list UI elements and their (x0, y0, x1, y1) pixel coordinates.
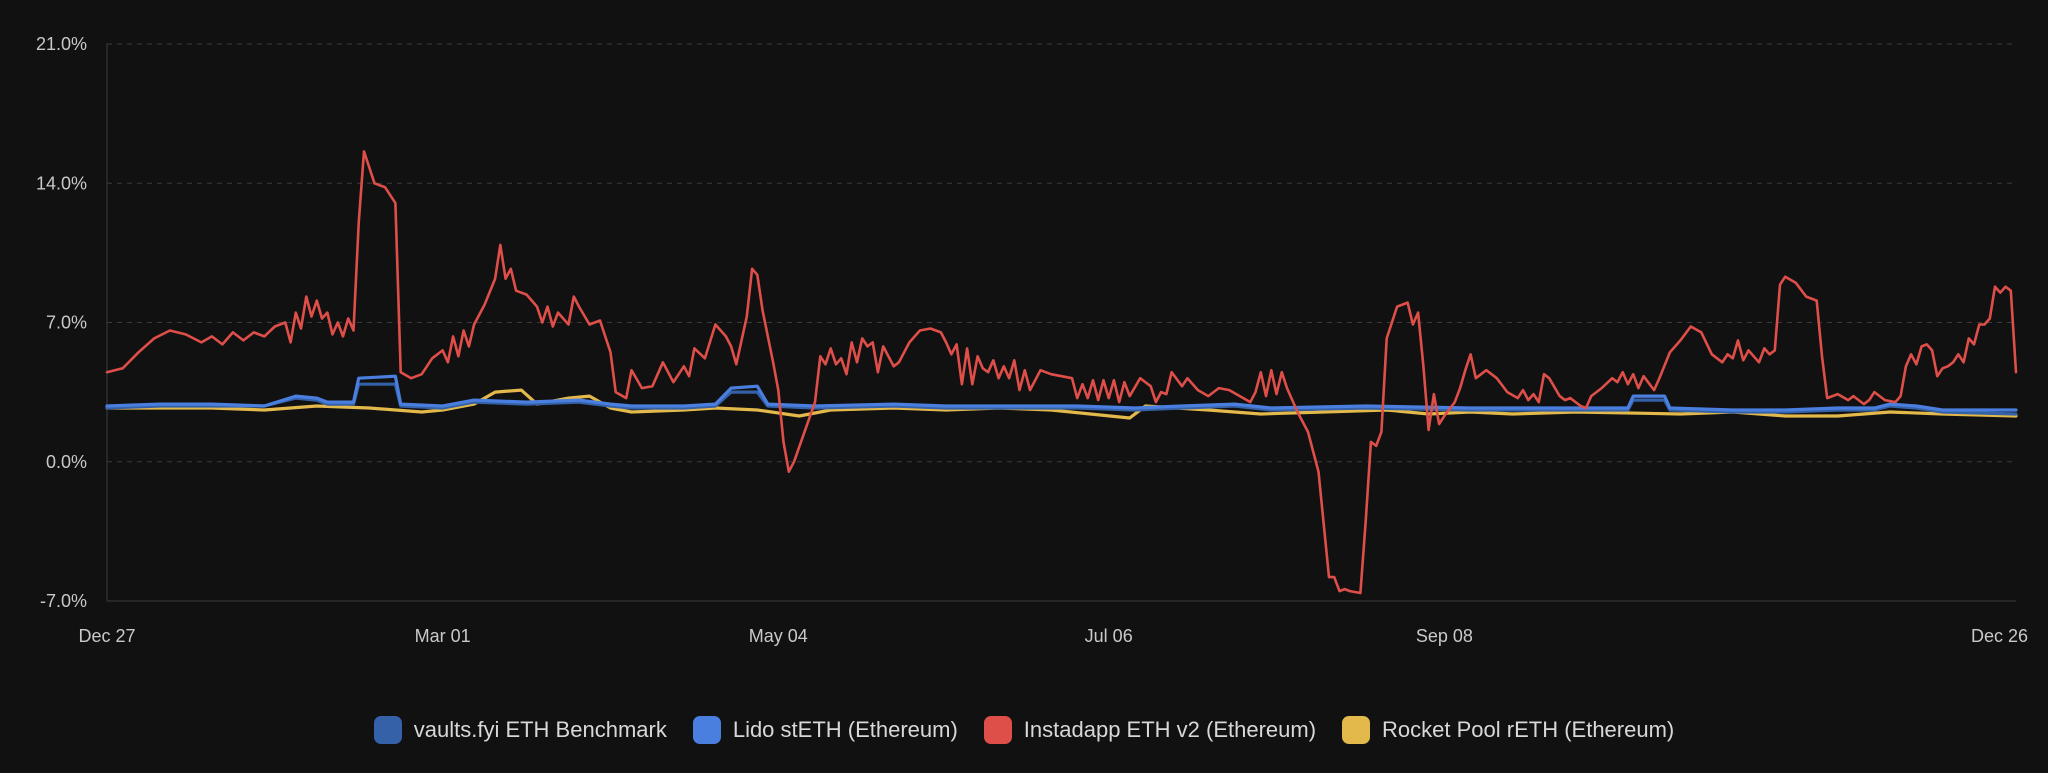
y-tick-label: 0.0% (46, 452, 87, 472)
x-tick-label: Mar 01 (415, 626, 471, 646)
x-tick-label: May 04 (749, 626, 808, 646)
legend-item-lido-steth[interactable]: Lido stETH (Ethereum) (692, 716, 958, 744)
legend-swatch-rocket-pool-reth (1342, 716, 1371, 744)
legend-swatch-vaults-benchmark (373, 716, 402, 744)
x-tick-label: Jul 06 (1085, 626, 1133, 646)
legend-item-rocket-pool-reth[interactable]: Rocket Pool rETH (Ethereum) (1342, 716, 1674, 744)
legend-swatch-instadapp-eth-v2 (983, 716, 1012, 744)
series-line-instadapp-eth-v2-ethereum[interactable] (105, 150, 2018, 595)
legend-swatch-lido-steth (692, 716, 721, 744)
x-tick-label: Dec 27 (78, 626, 135, 646)
y-tick-label: 7.0% (46, 313, 87, 333)
legend-item-vaults-benchmark[interactable]: vaults.fyi ETH Benchmark (373, 716, 667, 744)
legend-label-instadapp-eth-v2: Instadapp ETH v2 (Ethereum) (1023, 717, 1317, 742)
series-line-lido-steth-ethereum[interactable] (105, 374, 2018, 412)
legend-label-vaults-benchmark: vaults.fyi ETH Benchmark (413, 717, 667, 742)
x-tick-label: Sep 08 (1416, 626, 1473, 646)
legend-label-lido-steth: Lido stETH (Ethereum) (732, 717, 958, 742)
series-line-rocket-pool-reth-ethereum[interactable] (105, 388, 2018, 420)
y-tick-label: -7.0% (40, 591, 87, 611)
chart-legend: vaults.fyi ETH Benchmark Lido stETH (Eth… (0, 716, 2048, 744)
legend-label-rocket-pool-reth: Rocket Pool rETH (Ethereum) (1382, 717, 1675, 742)
y-tick-label: 21.0% (36, 34, 87, 54)
line-chart: 21.0% 14.0% 7.0% 0.0% -7.0% Dec 27 Mar 01 May 0… (36, 34, 2028, 646)
x-tick-label: Dec 26 (1971, 626, 2028, 646)
y-tick-label: 14.0% (36, 173, 87, 193)
legend-item-instadapp-eth-v2[interactable]: Instadapp ETH v2 (Ethereum) (983, 716, 1317, 744)
